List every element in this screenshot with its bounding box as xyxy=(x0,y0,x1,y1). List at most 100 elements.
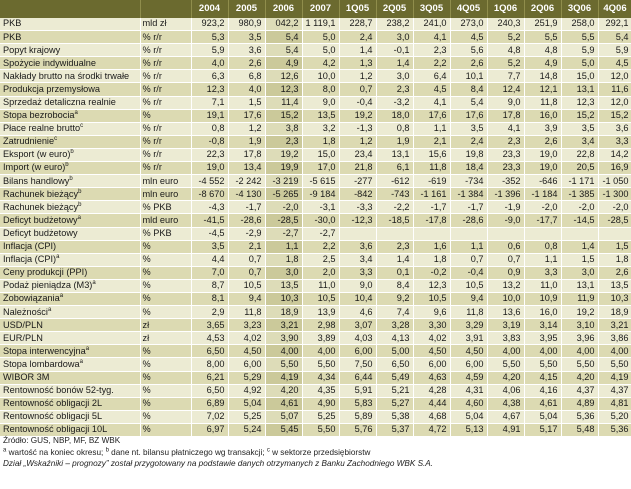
table-cell: 3,9 xyxy=(524,122,562,136)
table-row: Import (w euro)b% r/r 19,0 13,4 19,9 17,0 21,… xyxy=(0,161,631,175)
row-unit: % r/r xyxy=(140,82,192,97)
table-cell: 4,37 xyxy=(598,384,631,398)
header-period-2005: 2005 xyxy=(228,0,266,18)
table-cell: -5 615 xyxy=(302,174,340,188)
table-cell: 7,4 xyxy=(376,305,414,319)
table-cell: 3,0 xyxy=(265,266,303,280)
table-row: Popyt krajowy% r/r 5,9 3,6 5,4 5,0 1,4 -0,1 2,3… xyxy=(0,43,631,57)
row-label-text: Rentowność bonów 52-tyg. xyxy=(3,385,114,396)
table-cell: 2,6 xyxy=(524,135,562,149)
row-label: Rentowność obligacji 2L xyxy=(0,397,141,411)
table-cell xyxy=(598,227,631,241)
table-cell: 4,19 xyxy=(598,371,631,385)
table-cell: 5,50 xyxy=(302,423,340,437)
table-cell: 5,4 xyxy=(265,30,303,44)
table-cell: 18,9 xyxy=(265,305,303,319)
table-cell: 2,5 xyxy=(302,253,340,267)
table-cell: 3,3 xyxy=(524,266,562,280)
table-cell: 3,3 xyxy=(598,135,631,149)
table-cell: 0,7 xyxy=(228,266,266,280)
table-cell: 14,2 xyxy=(598,148,631,162)
row-unit: % xyxy=(140,397,192,411)
row-unit: mln euro xyxy=(140,174,192,188)
table-cell: -0,2 xyxy=(413,266,451,280)
row-unit: % r/r xyxy=(140,96,192,110)
table-cell: 3,8 xyxy=(265,122,303,136)
row-label-text: Popyt krajowy xyxy=(3,44,61,55)
row-unit: % xyxy=(140,423,192,437)
table-cell: 1,8 xyxy=(413,253,451,267)
table-cell: 4,16 xyxy=(524,384,562,398)
table-cell xyxy=(487,227,525,241)
header-label-cell xyxy=(0,0,141,18)
table-cell: 23,4 xyxy=(339,148,377,162)
table-cell: 5,2 xyxy=(487,30,525,44)
table-cell: 3,91 xyxy=(450,331,488,345)
footnote-b-mark: b xyxy=(105,446,109,453)
row-unit: % PKB xyxy=(140,227,192,241)
table-cell: -1 050 xyxy=(598,174,631,188)
table-row: Stopa bezrobociaa% 19,1 17,6 15,2 13,5 19,2 18… xyxy=(0,109,631,123)
table-cell: 0,8 xyxy=(376,122,414,136)
row-unit: % r/r xyxy=(140,69,192,83)
table-cell: 19,0 xyxy=(524,161,562,175)
table-cell: 9,0 xyxy=(339,279,377,293)
table-cell: 5,50 xyxy=(487,357,525,372)
table-cell: 10,5 xyxy=(228,279,266,293)
table-cell: 3,19 xyxy=(487,318,525,332)
row-label: Inflacja (CPI) xyxy=(0,240,141,254)
table-cell: 5,36 xyxy=(598,423,631,437)
table-cell: 8,7 xyxy=(191,279,229,293)
row-label: Rachunek bieżącyb xyxy=(0,200,141,214)
footnote-marker: a xyxy=(74,110,78,117)
table-cell: 10,5 xyxy=(413,292,451,306)
table-cell: -2,0 xyxy=(598,200,631,214)
footnote-marker: a xyxy=(56,254,60,261)
table-cell: 1,9 xyxy=(376,135,414,149)
table-cell: 4,06 xyxy=(487,384,525,398)
table-cell: 4,38 xyxy=(487,397,525,411)
table-cell: 3,83 xyxy=(487,331,525,345)
table-cell: 8,1 xyxy=(191,292,229,306)
table-cell: 1,2 xyxy=(339,135,377,149)
row-label: Sprzedaż detaliczna realnie xyxy=(0,96,141,110)
table-cell: 4,1 xyxy=(413,96,451,110)
row-label: PKB xyxy=(0,18,141,31)
table-cell: 4,6 xyxy=(339,305,377,319)
table-cell: 9,0 xyxy=(487,96,525,110)
row-label-text: Sprzedaż detaliczna realnie xyxy=(3,97,116,107)
header-period-2007: 2007 xyxy=(302,0,340,18)
table-cell: 0,6 xyxy=(487,240,525,254)
table-cell: 19,0 xyxy=(191,161,229,175)
table-cell: -0,4 xyxy=(450,266,488,280)
table-cell: -5 265 xyxy=(265,187,303,201)
footnote-marker: a xyxy=(85,345,90,352)
row-unit: mld euro xyxy=(140,213,192,227)
table-cell: 4,9 xyxy=(265,56,303,70)
row-unit: % xyxy=(140,410,192,424)
table-row: Rentowność obligacji 5L% 7,02 5,25 5,07 5,25… xyxy=(0,410,631,424)
table-cell: 4,00 xyxy=(524,344,562,358)
table-cell: 042,2 xyxy=(265,18,303,31)
table-cell: 5,38 xyxy=(376,410,414,424)
table-cell: 5,21 xyxy=(376,384,414,398)
table-cell: 1,1 xyxy=(413,122,451,136)
table-cell: 0,7 xyxy=(487,253,525,267)
row-label-text: Stopa lombardowa xyxy=(3,358,80,369)
row-label: Eksport (w euro)b xyxy=(0,148,141,162)
footnote-marker: a xyxy=(59,293,64,300)
table-cell: 5,91 xyxy=(339,384,377,398)
table-cell: 3,14 xyxy=(524,318,562,332)
table-cell: 15,2 xyxy=(265,109,303,123)
table-cell: -41,5 xyxy=(191,213,229,227)
table-cell: 3,6 xyxy=(598,122,631,136)
table-row: Sprzedaż detaliczna realnie% r/r 7,1 1,5 11… xyxy=(0,96,631,110)
table-row: Deficyt budżetowy% PKB -4,5 -2,9 -2,7 -2,7 xyxy=(0,227,631,241)
table-cell: 3,4 xyxy=(339,253,377,267)
table-cell: 0,7 xyxy=(228,253,266,267)
table-cell: 12,3 xyxy=(413,279,451,293)
header-period-2004: 2004 xyxy=(191,0,229,18)
table-cell: 6,89 xyxy=(191,397,229,411)
table-cell: -2,0 xyxy=(524,200,562,214)
row-label-text: Podaż pieniądza (M3) xyxy=(3,280,93,291)
